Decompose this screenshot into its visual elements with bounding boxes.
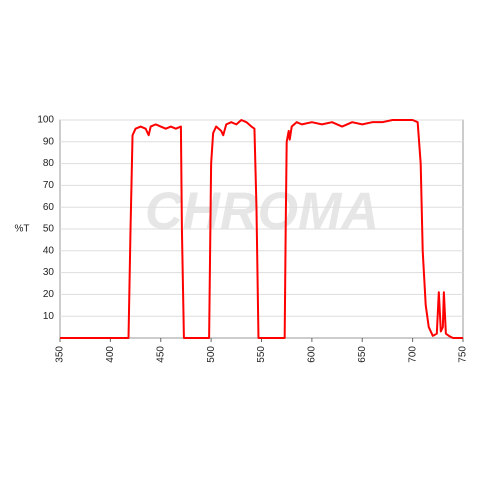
y-tick-label: 100 [37,115,54,126]
x-tick-label: 500 [206,346,217,363]
x-tick-label: 600 [307,346,318,363]
y-tick-label: 20 [43,289,55,300]
y-tick-label: 60 [43,202,55,213]
y-tick-label: 40 [43,245,55,256]
x-tick-label: 450 [155,346,166,363]
x-tick-label: 650 [357,346,368,363]
data-line [60,119,463,339]
x-tick-label: 350 [55,346,66,363]
y-tick-label: 80 [43,158,55,169]
y-tick-label: 90 [43,136,55,147]
watermark: CHROMA [145,183,379,241]
x-tick-label: 750 [458,346,469,363]
y-axis-label: %T [15,224,30,235]
y-tick-label: 50 [43,224,55,235]
y-tick-label: 30 [43,267,55,278]
x-tick-label: 400 [105,346,116,363]
x-tick-label: 700 [407,346,418,363]
y-tick-label: 10 [43,311,55,322]
y-tick-label: 70 [43,180,55,191]
x-tick-label: 550 [256,346,267,363]
